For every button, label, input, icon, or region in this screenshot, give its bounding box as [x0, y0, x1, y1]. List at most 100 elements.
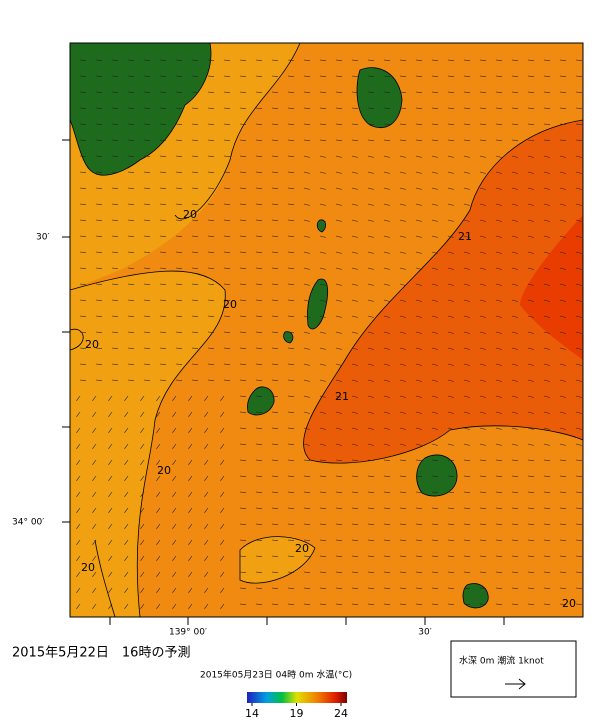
current-arrow — [207, 219, 214, 221]
current-arrow — [415, 379, 422, 382]
current-arrow — [495, 539, 502, 541]
current-arrow — [111, 331, 118, 333]
current-arrow — [191, 187, 198, 189]
current-arrow — [527, 459, 534, 461]
current-arrow — [239, 171, 246, 173]
current-arrow — [76, 587, 81, 594]
current-arrow — [92, 587, 97, 594]
current-arrow — [287, 427, 294, 429]
current-arrow — [140, 411, 145, 418]
current-arrow — [415, 299, 422, 302]
current-arrow — [79, 75, 86, 77]
current-arrow — [172, 555, 177, 562]
current-arrow — [79, 347, 86, 349]
current-arrow — [111, 267, 118, 269]
current-arrow — [223, 155, 230, 157]
current-arrow — [220, 507, 225, 514]
current-arrow — [511, 219, 518, 222]
current-arrow — [303, 59, 310, 61]
current-arrow — [140, 443, 145, 450]
axis-ticks — [62, 139, 505, 625]
current-arrow — [575, 59, 582, 61]
current-arrow — [479, 171, 486, 174]
current-arrow — [399, 283, 406, 286]
current-arrow — [303, 267, 310, 270]
current-arrow — [447, 347, 454, 350]
current-arrow — [527, 491, 534, 493]
current-arrow — [367, 59, 374, 61]
current-arrow — [111, 59, 118, 61]
current-arrow — [143, 91, 150, 93]
current-arrow — [447, 331, 454, 334]
current-arrow — [303, 555, 310, 557]
current-arrow — [559, 75, 566, 77]
current-arrow — [527, 59, 534, 61]
current-arrow — [92, 395, 97, 402]
current-arrow — [335, 171, 342, 174]
current-arrow — [220, 427, 225, 434]
current-arrow — [415, 315, 422, 318]
current-arrow — [95, 139, 102, 141]
current-arrow — [367, 283, 374, 286]
current-arrow — [271, 347, 278, 349]
land — [356, 67, 403, 128]
current-arrow — [383, 443, 390, 446]
current-arrow — [220, 587, 225, 594]
current-arrow — [111, 123, 118, 125]
current-arrow — [239, 235, 246, 237]
current-arrow — [527, 251, 534, 254]
current-arrow — [527, 235, 534, 238]
current-arrow — [399, 187, 406, 190]
current-arrow — [124, 459, 129, 466]
current-arrow — [367, 139, 374, 141]
current-arrow — [111, 235, 118, 237]
current-arrow — [383, 219, 390, 222]
current-arrow — [367, 155, 374, 158]
current-arrow — [79, 315, 86, 317]
current-arrow — [319, 507, 326, 509]
current-arrow — [463, 139, 470, 141]
current-arrow — [495, 155, 502, 158]
current-arrow — [415, 587, 422, 589]
current-arrow — [271, 363, 278, 365]
current-arrow — [188, 603, 193, 610]
current-arrow — [223, 59, 230, 61]
current-arrow — [495, 251, 502, 254]
current-arrow — [383, 459, 390, 461]
current-arrow — [140, 427, 145, 434]
current-arrow — [447, 75, 454, 77]
current-arrow — [351, 587, 358, 589]
current-arrow — [319, 203, 326, 206]
current-arrow — [383, 347, 390, 350]
current-arrow — [575, 395, 582, 398]
current-arrow — [463, 235, 470, 238]
current-arrow — [140, 603, 145, 610]
current-arrow — [124, 507, 129, 514]
current-arrow — [495, 395, 502, 398]
current-arrow — [92, 523, 97, 530]
current-arrow — [383, 91, 390, 93]
current-arrow — [399, 91, 406, 93]
current-arrow — [175, 219, 182, 221]
current-arrow — [383, 59, 390, 61]
current-arrow — [527, 107, 534, 109]
current-arrow — [351, 139, 358, 141]
current-arrow — [559, 59, 566, 61]
current-arrow — [543, 411, 550, 414]
current-arrow — [239, 155, 246, 157]
current-arrow — [207, 171, 214, 173]
current-arrow — [511, 267, 518, 270]
current-arrow — [527, 411, 534, 414]
current-arrow — [303, 107, 310, 109]
current-arrow — [140, 491, 145, 498]
current-arrow — [207, 251, 214, 253]
current-arrow — [319, 251, 326, 254]
current-arrow — [367, 331, 374, 334]
current-arrow — [351, 475, 358, 477]
current-arrow — [559, 539, 566, 541]
current-arrow — [431, 203, 438, 206]
contour-label: 20 — [562, 597, 576, 610]
current-arrow — [143, 251, 150, 253]
current-arrow — [447, 59, 454, 61]
current-arrow — [188, 539, 193, 546]
